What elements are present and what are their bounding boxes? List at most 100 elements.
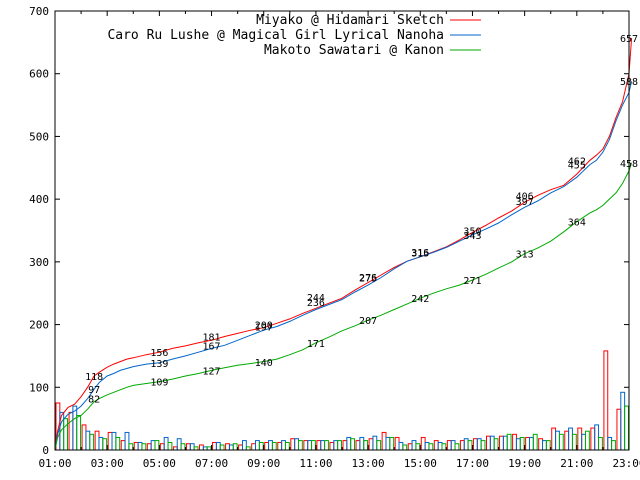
histogram-bar — [493, 438, 499, 451]
histogram-bar — [180, 443, 186, 451]
histogram-bar — [519, 436, 525, 451]
histogram-bar — [545, 440, 551, 451]
histogram-bar — [124, 431, 130, 451]
histogram-bar — [238, 444, 243, 451]
histogram-bar — [594, 424, 600, 451]
histogram-bar — [98, 436, 104, 451]
legend-label: Miyako @ Hidamari Sketch — [256, 13, 444, 28]
histogram-bar — [624, 405, 629, 451]
histogram-bar — [467, 440, 473, 451]
histogram-bar — [372, 435, 378, 451]
histogram-bar — [620, 391, 626, 451]
histogram-bar — [433, 440, 439, 451]
data-label: 197 — [255, 322, 273, 333]
histogram-bar — [480, 440, 486, 451]
histogram-bar — [111, 431, 117, 451]
histogram-bar — [107, 431, 113, 451]
histogram-bar — [215, 441, 221, 451]
histogram-bar — [219, 444, 225, 451]
histogram-bar — [212, 441, 217, 451]
data-label: 455 — [568, 161, 586, 172]
data-label: 207 — [359, 316, 377, 327]
histogram-bar — [225, 443, 230, 451]
data-label: 462 — [568, 156, 586, 167]
histogram-bar — [616, 408, 622, 451]
legend-label: Caro Ru Lushe @ Magical Girl Lyrical Nan… — [107, 28, 444, 43]
histogram-bar — [528, 436, 534, 451]
histogram-bar — [577, 427, 583, 451]
histogram-bar — [486, 435, 491, 451]
histogram-bar — [311, 440, 316, 451]
histogram-bar — [581, 433, 586, 451]
histogram-bar — [303, 440, 309, 451]
series-line — [54, 162, 633, 451]
x-tick-label: 11:00 — [299, 457, 332, 470]
y-tick-label: 300 — [29, 256, 49, 269]
histogram-bar — [499, 435, 504, 451]
histogram-bar — [428, 443, 434, 451]
histogram-bar — [394, 436, 400, 451]
histogram-bar — [463, 438, 469, 451]
data-label: 271 — [463, 276, 481, 287]
data-label: 139 — [150, 359, 168, 370]
data-label: 275 — [359, 274, 377, 285]
histogram-bar — [376, 440, 382, 451]
histogram-bar — [558, 433, 564, 451]
histogram-bar — [176, 438, 182, 451]
histogram-bar — [407, 443, 413, 451]
histogram-bar — [389, 436, 395, 451]
histogram-bar — [76, 415, 82, 451]
data-label: 242 — [411, 294, 429, 305]
histogram-bar — [424, 441, 430, 451]
histogram-bar — [333, 440, 339, 451]
histogram-bar — [329, 441, 335, 451]
y-tick-label: 0 — [42, 444, 49, 457]
histogram-bar — [163, 436, 169, 451]
histogram-bar — [189, 443, 195, 451]
histogram-bar — [385, 436, 391, 451]
histogram-bar — [398, 441, 404, 451]
histogram-bar — [489, 435, 495, 451]
histogram-bar — [437, 441, 443, 451]
data-label: 588 — [620, 77, 638, 88]
y-tick-label: 100 — [29, 381, 49, 394]
histogram-bar — [185, 443, 191, 451]
histogram-bar — [564, 430, 570, 451]
lines-layer — [54, 37, 633, 451]
x-tick-label: 05:00 — [143, 457, 176, 470]
data-label: 140 — [255, 358, 273, 369]
histogram-bar — [68, 411, 74, 451]
data-label: 127 — [203, 366, 221, 377]
histogram-bar — [241, 440, 247, 451]
histogram-bar — [255, 440, 260, 451]
histogram-bar — [320, 440, 326, 451]
data-label: 156 — [150, 348, 168, 359]
histogram-bar — [199, 444, 204, 451]
histogram-bar — [603, 350, 609, 451]
histogram-bar — [359, 436, 365, 451]
data-label: 236 — [307, 298, 325, 309]
histogram-bar — [454, 443, 460, 451]
histogram-bar — [258, 441, 264, 451]
data-label: 406 — [516, 191, 534, 202]
data-label: 167 — [203, 341, 221, 352]
data-label: 315 — [411, 248, 429, 259]
x-tick-label: 15:00 — [404, 457, 437, 470]
histogram-bar — [290, 438, 296, 451]
y-tick-label: 500 — [29, 130, 49, 143]
histogram-bar — [607, 436, 613, 451]
histogram-bar — [568, 427, 573, 451]
y-tick-label: 700 — [29, 5, 49, 18]
histogram-bar — [102, 438, 108, 451]
histogram-bar — [141, 443, 147, 451]
histogram-bar — [459, 440, 465, 451]
data-label: 343 — [463, 231, 481, 242]
data-label: 97 — [88, 385, 100, 396]
axis-layer: 0 100 200 300 400 500 600 700 01:00 03:00 05:00 07:… — [29, 5, 640, 470]
x-tick-label: 17:00 — [456, 457, 489, 470]
histogram-bar — [133, 441, 139, 451]
histogram-bar — [154, 440, 160, 451]
histogram-bar — [159, 443, 165, 451]
x-tick-label: 13:00 — [352, 457, 385, 470]
histogram-bar — [502, 435, 508, 451]
